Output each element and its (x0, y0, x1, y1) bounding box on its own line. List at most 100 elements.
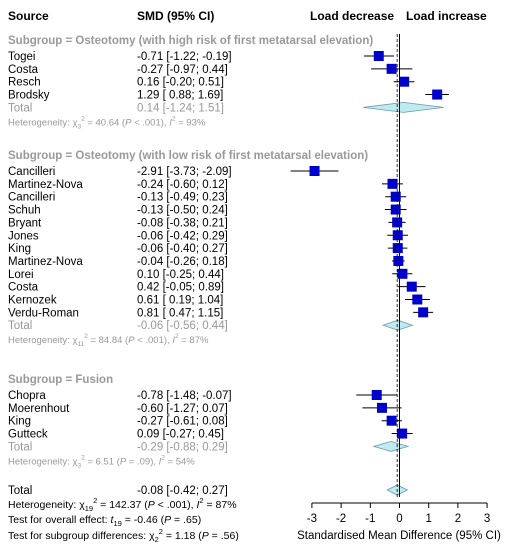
study-name: Cancilleri (8, 192, 55, 204)
x-tick-label: -1 (365, 513, 375, 525)
study-ci: 1.29 [ 0.88; 1.69] (137, 90, 223, 102)
chi-df: 19 (85, 504, 93, 513)
p-symbol: P (148, 499, 155, 511)
heterogeneity-text: Heterogeneity: χ192 = 142.37 (P < .001),… (8, 496, 237, 513)
study-ci: -0.06 [-0.40; 0.27] (137, 243, 228, 255)
p-value: = .65) (171, 514, 201, 526)
t-df: 19 (113, 519, 121, 528)
chi-sup: 2 (93, 496, 97, 505)
chi-value: = 142.37 ( (97, 499, 148, 511)
study-name: Lorei (8, 269, 34, 281)
effect-square (412, 294, 423, 305)
pooled-diamond (381, 319, 414, 331)
p-value: < .001), (131, 117, 169, 128)
effect-square (393, 255, 404, 266)
subgroup-total-ci: -0.29 [-0.88; 0.29] (137, 441, 228, 453)
study-ci: 0.16 [-0.20; 0.51] (137, 77, 224, 89)
p-value: = .56) (209, 530, 239, 542)
effect-square (390, 204, 401, 215)
chi-sup: 2 (81, 454, 85, 461)
subgroup-total-label: Total (8, 102, 32, 114)
study-name: Togei (8, 51, 36, 63)
study-name: Bryant (8, 217, 42, 229)
overall-total-label: Total (8, 485, 32, 497)
study-name: Schuh (8, 205, 41, 217)
i2-symbol: I (159, 456, 162, 467)
forest-rows: Subgroup = Osteotomy (with high risk of … (8, 34, 501, 544)
study-ci: -0.13 [-0.50; 0.24] (137, 205, 228, 217)
header-smd: SMD (95% CI) (137, 9, 214, 23)
effect-square (399, 76, 410, 87)
study-name: Costa (8, 64, 39, 76)
p-value: < .001), (135, 335, 173, 346)
study-ci: 0.09 [-0.27; 0.45] (137, 429, 224, 441)
p-symbol: P (120, 456, 127, 467)
chi-symbol: χ (72, 335, 77, 346)
p-symbol: P (128, 335, 135, 346)
study-ci: -0.78 [-1.48; -0.07] (137, 390, 232, 402)
subgroup-difference-test: Test for subgroup differences: χ22 = 1.1… (8, 527, 239, 544)
subgroup-total-ci: -0.06 [-0.56; 0.44] (137, 320, 228, 332)
effect-square (373, 51, 384, 61)
effect-square (392, 217, 403, 228)
study-name: Chopra (8, 390, 46, 402)
i2-value: = 93% (175, 117, 205, 128)
x-tick-label: 3 (484, 513, 490, 525)
chi-sup: 2 (84, 333, 88, 340)
study-name: Jones (8, 230, 39, 242)
x-axis-label: Standardised Mean Difference (95% CI) (297, 530, 501, 542)
pooled-diamond (363, 101, 444, 113)
p-symbol: P (202, 530, 209, 542)
effect-square (309, 166, 320, 176)
chi-df: 11 (77, 341, 84, 348)
study-name: Martinez-Nova (8, 179, 83, 191)
study-ci: -0.08 [-0.38; 0.21] (137, 217, 228, 229)
study-ci: 0.61 [ 0.19; 1.04] (137, 295, 223, 307)
chi-value: = 40.64 ( (85, 117, 126, 128)
effect-square (418, 307, 429, 318)
study-ci: -0.06 [-0.42; 0.29] (137, 230, 228, 242)
x-tick-label: 0 (396, 513, 402, 525)
study-name: Resch (8, 77, 41, 89)
chi-sup: 2 (81, 115, 85, 122)
i2-symbol: I (197, 499, 200, 511)
study-name: King (8, 416, 31, 428)
i2-sup: 2 (199, 496, 203, 505)
chi-df: 3 (77, 123, 81, 130)
i2-value: = 87% (179, 335, 209, 346)
chi-symbol: χ (72, 117, 77, 128)
study-ci: 0.10 [-0.25; 0.44] (137, 269, 224, 281)
study-name: Moerenhout (8, 403, 70, 415)
study-ci: -0.24 [-0.60; 0.12] (137, 179, 228, 191)
subgroup-title: Subgroup = Osteotomy (with low risk of f… (8, 150, 368, 162)
i2-sup: 2 (175, 333, 179, 340)
study-ci: -0.27 [-0.61; 0.08] (137, 416, 228, 428)
study-name: Brodsky (8, 90, 50, 102)
effect-square (406, 281, 417, 292)
subgroup-title: Subgroup = Fusion (8, 374, 113, 386)
study-ci: -2.91 [-3.73; -2.09] (137, 166, 232, 178)
p-symbol: P (125, 117, 132, 128)
heterogeneity-text: Heterogeneity: χ32 = 40.64 (P < .001), I… (8, 115, 206, 130)
study-name: King (8, 243, 31, 255)
effect-square (390, 191, 401, 202)
i2-sup: 2 (161, 454, 165, 461)
subgroup-title: Subgroup = Osteotomy (with high risk of … (8, 35, 373, 47)
study-name: Verdu-Roman (8, 307, 79, 319)
overall-total-ci: -0.08 [-0.42; 0.27] (137, 485, 228, 497)
t-value: = -0.46 ( (122, 514, 165, 526)
chi-symbol: χ (149, 530, 155, 542)
study-ci: -0.13 [-0.49; 0.23] (137, 192, 228, 204)
heterogeneity-text: Heterogeneity: χ32 = 6.51 (P = .09), I2 … (8, 454, 195, 469)
effect-square (392, 243, 403, 254)
chi-value: = 1.18 ( (163, 530, 202, 542)
chi-value: = 84.84 ( (88, 335, 129, 346)
study-ci: 0.81 [ 0.47; 1.15] (137, 307, 223, 319)
header-load-increase: Load increase (406, 9, 487, 23)
subgroup-total-label: Total (8, 320, 32, 332)
study-ci: 0.42 [-0.05; 0.89] (137, 282, 224, 294)
x-tick-label: 2 (455, 513, 461, 525)
chi-symbol: χ (79, 499, 85, 511)
header-load-decrease: Load decrease (310, 9, 394, 23)
